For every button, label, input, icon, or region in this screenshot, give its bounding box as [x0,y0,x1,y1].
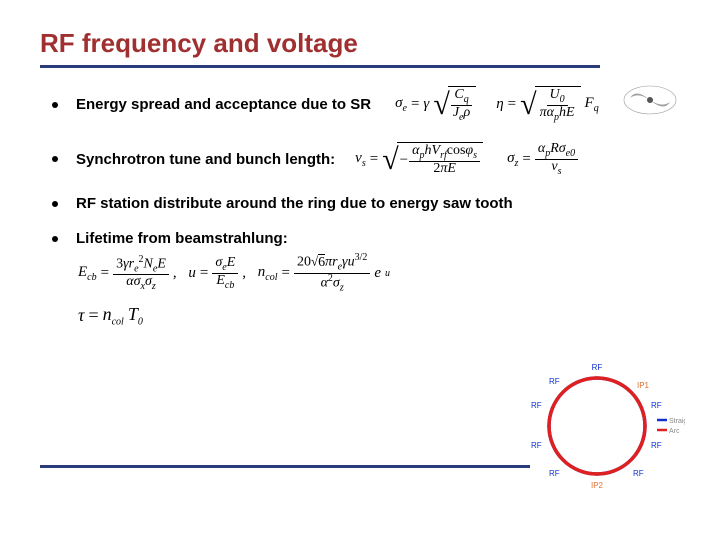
galaxy-logo [620,78,680,122]
svg-text:RF: RF [633,469,644,478]
svg-text:RF: RF [531,401,542,410]
bullet-row-1: Energy spread and acceptance due to SR σ… [40,86,680,124]
bullet-dot [52,156,58,162]
bullet-2-text: Synchrotron tune and bunch length: [76,151,335,168]
bullet-3-text: RF station distribute around the ring du… [76,195,513,212]
svg-text:RF: RF [592,363,603,372]
svg-text:RF: RF [651,401,662,410]
formula-ecb: Ecb = 3γre2NeE ασxσz , u = σeE Ecb , nco… [78,253,680,294]
svg-text:RF: RF [531,441,542,450]
svg-text:Straights: Straights [669,418,685,425]
ring-diagram: RF IP1 RF RF RF IP2 RF RF RF RF Straight… [529,348,685,504]
title-underline [40,65,600,68]
bullet-1-text: Energy spread and acceptance due to SR [76,96,371,113]
formula-tau: τ = ncol T0 [78,304,680,328]
bullet-dot [52,236,58,242]
svg-text:IP2: IP2 [591,481,604,490]
bullet-dot [52,102,58,108]
bullet-row-3: RF station distribute around the ring du… [40,195,680,212]
formula-eta: η = √ U0 παphE Fq [496,86,599,124]
bullet-4-text: Lifetime from beamstrahlung: [76,230,288,247]
svg-text:RF: RF [651,441,662,450]
svg-text:Arc: Arc [669,428,680,435]
formula-sigma-e: σe = γ √ Cq Jeρ [395,86,476,124]
formula-nu-s: νs = √ − αphVrfcosφs 2πE [355,142,483,177]
bottom-underline [40,465,530,468]
bullet-dot [52,201,58,207]
svg-text:RF: RF [549,377,560,386]
slide-title: RF frequency and voltage [40,28,680,59]
svg-text:IP1: IP1 [637,381,650,390]
svg-text:RF: RF [549,469,560,478]
bullet-row-2: Synchrotron tune and bunch length: νs = … [40,142,680,178]
bullet-row-4: Lifetime from beamstrahlung: [40,230,680,247]
formula-sigma-z: σz = αpRσe0 νs [507,142,578,178]
